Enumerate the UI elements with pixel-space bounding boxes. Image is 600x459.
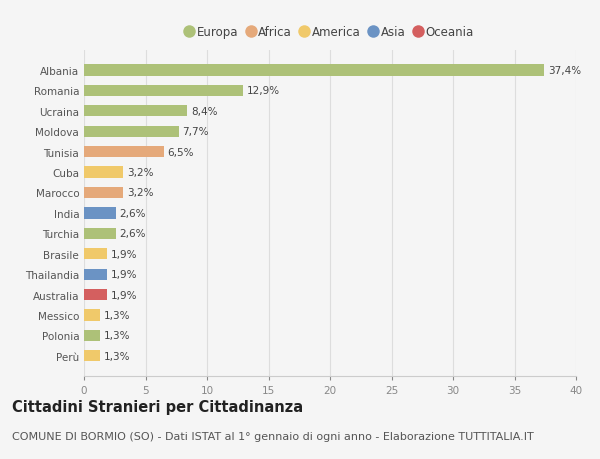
- Bar: [84, 289, 107, 301]
- Text: 6,5%: 6,5%: [167, 147, 194, 157]
- Text: 37,4%: 37,4%: [548, 66, 581, 76]
- Bar: [84, 269, 107, 280]
- Text: 2,6%: 2,6%: [119, 208, 146, 218]
- Bar: [84, 65, 544, 77]
- Bar: [84, 187, 124, 199]
- Bar: [84, 147, 164, 158]
- Text: 8,4%: 8,4%: [191, 106, 218, 117]
- Legend: Europa, Africa, America, Asia, Oceania: Europa, Africa, America, Asia, Oceania: [184, 24, 476, 41]
- Text: 3,2%: 3,2%: [127, 188, 154, 198]
- Bar: [84, 106, 187, 117]
- Text: Cittadini Stranieri per Cittadinanza: Cittadini Stranieri per Cittadinanza: [12, 399, 303, 414]
- Text: 3,2%: 3,2%: [127, 168, 154, 178]
- Text: 7,7%: 7,7%: [182, 127, 209, 137]
- Bar: [84, 208, 116, 219]
- Text: 12,9%: 12,9%: [247, 86, 280, 96]
- Text: 1,9%: 1,9%: [111, 249, 137, 259]
- Bar: [84, 330, 100, 341]
- Bar: [84, 228, 116, 240]
- Bar: [84, 350, 100, 362]
- Bar: [84, 310, 100, 321]
- Bar: [84, 126, 179, 138]
- Text: 1,9%: 1,9%: [111, 269, 137, 280]
- Text: 1,3%: 1,3%: [104, 310, 130, 320]
- Bar: [84, 86, 242, 97]
- Text: 1,9%: 1,9%: [111, 290, 137, 300]
- Text: 2,6%: 2,6%: [119, 229, 146, 239]
- Text: 1,3%: 1,3%: [104, 351, 130, 361]
- Bar: [84, 167, 124, 178]
- Text: COMUNE DI BORMIO (SO) - Dati ISTAT al 1° gennaio di ogni anno - Elaborazione TUT: COMUNE DI BORMIO (SO) - Dati ISTAT al 1°…: [12, 431, 534, 442]
- Bar: [84, 249, 107, 260]
- Text: 1,3%: 1,3%: [104, 330, 130, 341]
